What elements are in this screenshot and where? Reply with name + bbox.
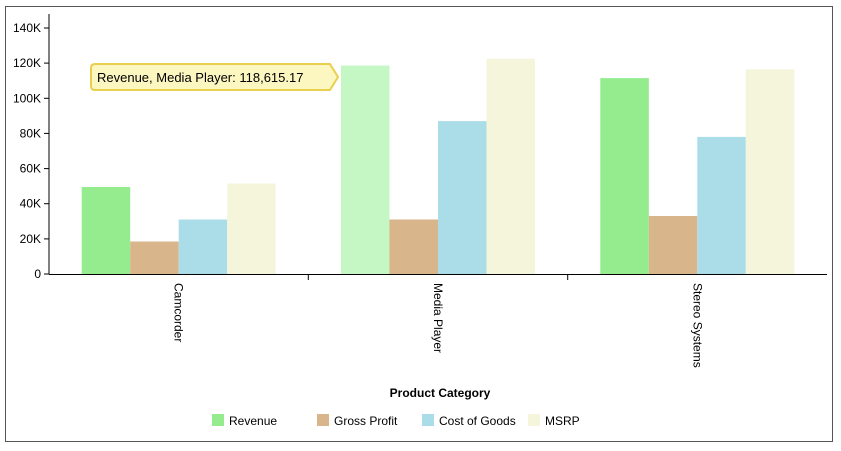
legend-swatch <box>528 414 540 426</box>
legend-item-cost-of-goods[interactable]: Cost of Goods <box>422 414 516 428</box>
category-labels-layer: Camcorder Media Player Stereo Systems <box>172 283 705 368</box>
legend-label: Gross Profit <box>334 414 398 428</box>
bar-cost-of-goods-media-player[interactable] <box>438 121 487 274</box>
legend-swatch <box>212 414 224 426</box>
legend-item-gross-profit[interactable]: Gross Profit <box>317 414 398 428</box>
bar-cost-of-goods-stereo-systems[interactable] <box>697 136 746 274</box>
x-category-label: Camcorder <box>172 283 186 342</box>
bar-msrp-stereo-systems[interactable] <box>745 69 795 274</box>
y-tick-label: 0 <box>34 267 41 281</box>
axes-layer <box>48 14 827 280</box>
y-ticks-layer: 0 20K 40K 60K 80K 100K 120K 140K <box>13 21 49 281</box>
bar-cost-of-goods-camcorder[interactable] <box>178 219 228 275</box>
x-axis-title: Product Category <box>390 386 491 400</box>
bar-msrp-camcorder[interactable] <box>227 183 276 275</box>
bar-msrp-media-player[interactable] <box>486 58 536 275</box>
y-tick-label: 100K <box>13 91 41 105</box>
legend-item-revenue[interactable]: Revenue <box>212 414 277 428</box>
legend-swatch <box>422 414 434 426</box>
y-tick-label: 80K <box>20 126 41 140</box>
tooltip-text: Revenue, Media Player: 118,615.17 <box>97 70 303 85</box>
legend-label: Revenue <box>229 414 277 428</box>
y-tick-label: 140K <box>13 21 41 35</box>
tooltip-box <box>90 63 340 91</box>
bar-gross-profit-media-player[interactable] <box>389 219 439 275</box>
bars-layer <box>81 58 795 275</box>
y-tick-label: 40K <box>20 197 41 211</box>
bar-gross-profit-camcorder[interactable] <box>130 241 179 275</box>
y-tick-label: 120K <box>13 56 41 70</box>
legend-item-msrp[interactable]: MSRP <box>528 414 580 428</box>
bar-revenue-media-player[interactable] <box>341 65 390 274</box>
bar-gross-profit-stereo-systems[interactable] <box>648 216 698 274</box>
y-tick-label: 20K <box>20 232 41 246</box>
legend-label: Cost of Goods <box>439 414 516 428</box>
y-tick-label: 60K <box>20 162 41 176</box>
tooltip: Revenue, Media Player: 118,615.17 <box>90 63 340 91</box>
x-category-label: Media Player <box>431 283 445 353</box>
bar-revenue-camcorder[interactable] <box>81 187 131 274</box>
bar-revenue-stereo-systems[interactable] <box>600 78 649 274</box>
legend-label: MSRP <box>545 414 580 428</box>
x-category-label: Stereo Systems <box>690 283 704 368</box>
legend-swatch <box>317 414 329 426</box>
legend: Revenue Gross Profit Cost of Goods MSRP <box>212 414 580 428</box>
